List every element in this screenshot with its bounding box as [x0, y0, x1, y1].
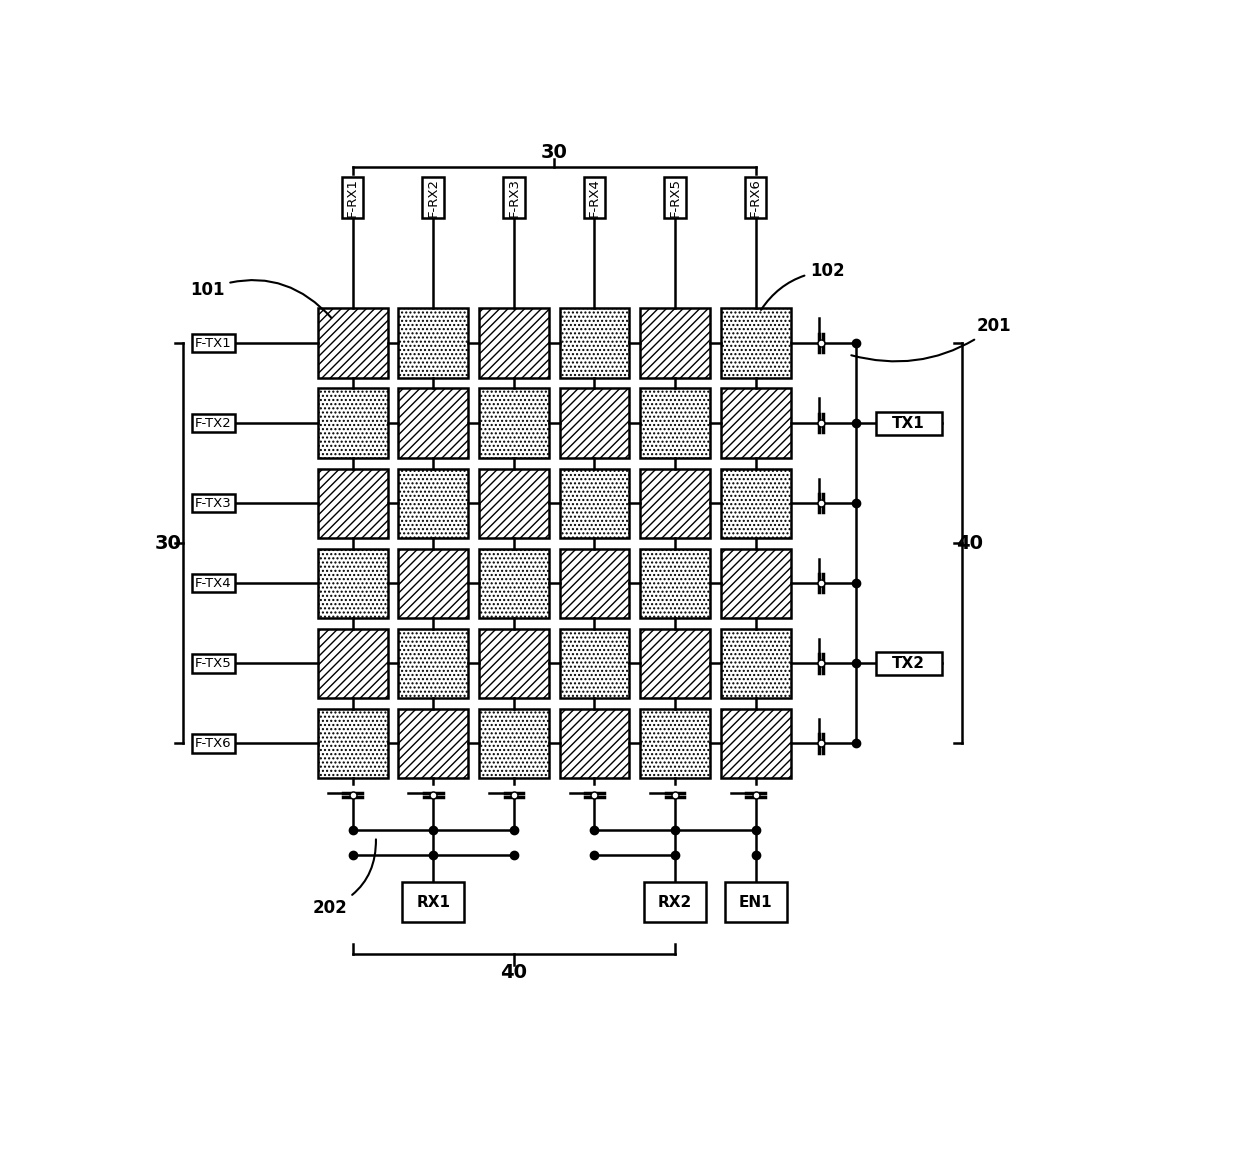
Bar: [317, 549, 387, 618]
Bar: [724, 882, 786, 922]
Bar: [875, 652, 941, 675]
Bar: [192, 334, 234, 352]
Text: F-TX1: F-TX1: [195, 337, 232, 350]
Text: F-TX3: F-TX3: [195, 497, 232, 510]
Bar: [398, 709, 469, 778]
Text: TX2: TX2: [893, 655, 925, 670]
Bar: [317, 308, 387, 378]
Text: F-RX1: F-RX1: [346, 178, 360, 217]
Text: EN1: EN1: [739, 894, 773, 909]
Bar: [479, 629, 549, 698]
Bar: [640, 308, 711, 378]
Text: 101: 101: [190, 280, 331, 317]
Bar: [559, 469, 629, 537]
Text: F-RX2: F-RX2: [427, 178, 440, 217]
Text: RX2: RX2: [658, 894, 692, 909]
Bar: [559, 388, 629, 457]
Bar: [745, 177, 766, 218]
Bar: [192, 734, 234, 753]
Bar: [398, 629, 469, 698]
Text: F-RX5: F-RX5: [668, 178, 682, 217]
Bar: [720, 709, 791, 778]
Bar: [559, 549, 629, 618]
Bar: [479, 469, 549, 537]
Text: F-TX4: F-TX4: [195, 577, 232, 589]
Text: F-TX6: F-TX6: [195, 736, 232, 750]
Bar: [640, 549, 711, 618]
Bar: [479, 709, 549, 778]
Bar: [398, 308, 469, 378]
Bar: [192, 654, 234, 673]
Bar: [317, 629, 387, 698]
Bar: [720, 388, 791, 457]
Bar: [720, 629, 791, 698]
Text: 40: 40: [956, 534, 983, 552]
Bar: [317, 709, 387, 778]
Bar: [720, 469, 791, 537]
Text: F-RX4: F-RX4: [588, 178, 601, 217]
Bar: [640, 469, 711, 537]
Text: 30: 30: [541, 142, 568, 162]
Text: TX1: TX1: [893, 416, 925, 431]
Text: F-TX2: F-TX2: [195, 417, 232, 430]
Bar: [559, 308, 629, 378]
Bar: [479, 549, 549, 618]
Bar: [640, 709, 711, 778]
Bar: [644, 882, 706, 922]
Text: RX1: RX1: [417, 894, 450, 909]
Bar: [640, 388, 711, 457]
Bar: [423, 177, 444, 218]
Text: 102: 102: [761, 262, 844, 310]
Text: 202: 202: [312, 840, 376, 917]
Bar: [584, 177, 605, 218]
Bar: [192, 413, 234, 432]
Bar: [503, 177, 525, 218]
Bar: [192, 574, 234, 593]
Bar: [398, 388, 469, 457]
Text: F-RX6: F-RX6: [749, 178, 763, 217]
Bar: [665, 177, 686, 218]
Bar: [398, 549, 469, 618]
Text: 201: 201: [852, 317, 1011, 361]
Bar: [479, 388, 549, 457]
Bar: [720, 308, 791, 378]
Bar: [559, 629, 629, 698]
Bar: [317, 469, 387, 537]
Bar: [317, 388, 387, 457]
Bar: [875, 411, 941, 434]
Bar: [402, 882, 464, 922]
Bar: [720, 549, 791, 618]
Bar: [479, 308, 549, 378]
Text: 40: 40: [500, 963, 527, 982]
Bar: [192, 494, 234, 512]
Text: 30: 30: [155, 534, 181, 552]
Bar: [398, 469, 469, 537]
Bar: [640, 629, 711, 698]
Text: F-TX5: F-TX5: [195, 657, 232, 669]
Bar: [559, 709, 629, 778]
Bar: [342, 177, 363, 218]
Text: F-RX3: F-RX3: [507, 178, 521, 217]
